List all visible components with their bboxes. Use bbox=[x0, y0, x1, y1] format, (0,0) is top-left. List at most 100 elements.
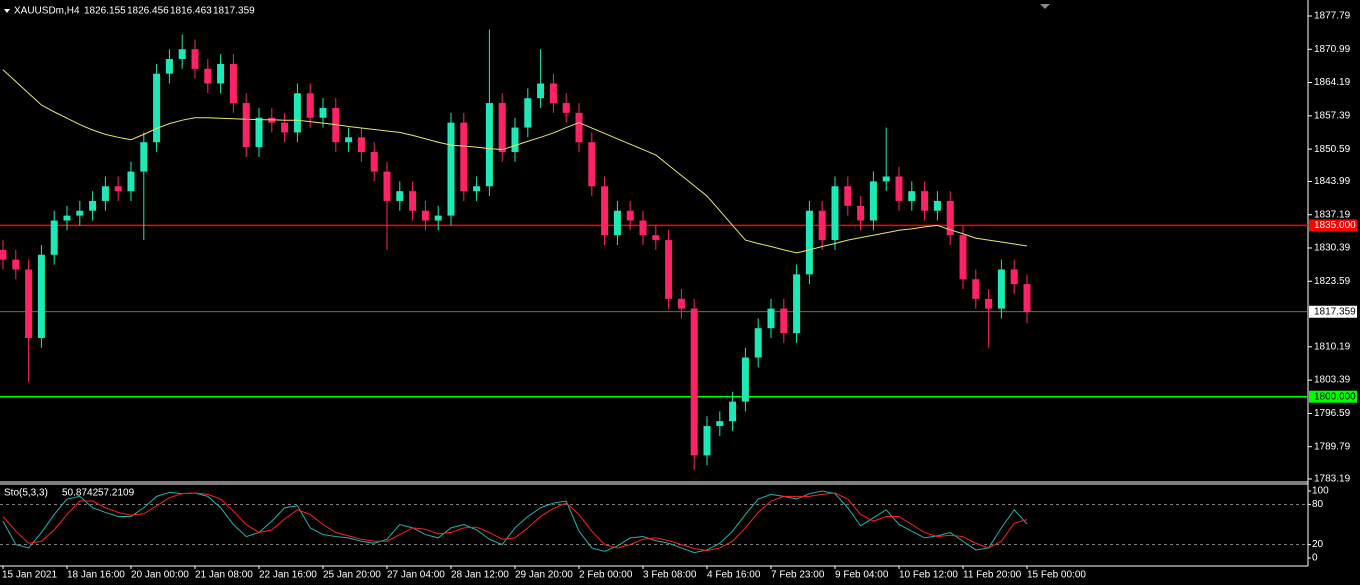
x-tick-label: 11 Feb 20:00 bbox=[963, 570, 1022, 581]
candle-body bbox=[805, 210, 813, 275]
x-tick-label: 27 Jan 04:00 bbox=[387, 570, 445, 581]
y-tick-label: 1823.59 bbox=[1314, 276, 1351, 287]
candle-body bbox=[895, 176, 903, 201]
candle-body bbox=[357, 137, 365, 153]
candle-body bbox=[153, 73, 161, 143]
y-tick-label: 1837.19 bbox=[1314, 209, 1351, 220]
candle-body bbox=[677, 298, 685, 309]
candle-body bbox=[959, 235, 967, 280]
x-tick-label: 25 Jan 20:00 bbox=[323, 570, 381, 581]
stochastic-main bbox=[2, 490, 1028, 554]
candle-body bbox=[601, 186, 609, 236]
bid-label: 1817.359 bbox=[1314, 306, 1356, 317]
candle-body bbox=[473, 186, 481, 192]
candle-body bbox=[140, 142, 148, 172]
chart-title: XAUUSDm,H4 bbox=[14, 6, 80, 17]
candle-body bbox=[844, 186, 852, 206]
candle-body bbox=[946, 200, 954, 236]
x-tick-label: 4 Feb 16:00 bbox=[707, 570, 761, 581]
y-tick-label: 1789.79 bbox=[1314, 441, 1351, 452]
candle-body bbox=[409, 191, 417, 211]
candle-body bbox=[562, 103, 570, 113]
candle-body bbox=[204, 68, 212, 84]
candle-body bbox=[498, 103, 506, 153]
x-tick-label: 29 Jan 20:00 bbox=[515, 570, 573, 581]
y-tick-label: 1810.19 bbox=[1314, 341, 1351, 352]
candle-body bbox=[396, 191, 404, 201]
candle-body bbox=[485, 103, 493, 187]
candle-body bbox=[729, 401, 737, 422]
header-value: 1826.155 bbox=[84, 6, 126, 17]
candle-body bbox=[524, 98, 532, 128]
candle-body bbox=[818, 210, 826, 241]
candle-body bbox=[101, 186, 109, 201]
candle-body bbox=[549, 83, 557, 104]
candle-body bbox=[447, 122, 455, 216]
x-tick-label: 2 Feb 00:00 bbox=[579, 570, 633, 581]
candle-body bbox=[511, 127, 519, 153]
candle-body bbox=[165, 59, 173, 74]
x-tick-label: 9 Feb 04:00 bbox=[835, 570, 889, 581]
candle-body bbox=[63, 215, 71, 221]
candle-body bbox=[217, 63, 225, 84]
candle-body bbox=[370, 152, 378, 172]
candle-body bbox=[0, 249, 7, 260]
candle-body bbox=[997, 269, 1005, 309]
y-tick-label: 1877.79 bbox=[1314, 11, 1351, 22]
indicator-title: Sto(5,3,3) bbox=[4, 488, 48, 499]
x-tick-label: 28 Jan 12:00 bbox=[451, 570, 509, 581]
candle-body bbox=[793, 274, 801, 334]
candle-body bbox=[857, 205, 865, 221]
candle-body bbox=[613, 210, 621, 236]
candle-body bbox=[50, 220, 58, 255]
candle-body bbox=[767, 308, 775, 329]
candle-body bbox=[933, 200, 941, 211]
candle-body bbox=[921, 191, 929, 211]
indicator-tick-label: 0 bbox=[1312, 553, 1318, 564]
candle-body bbox=[741, 357, 749, 402]
candle-body bbox=[383, 171, 391, 201]
y-tick-label: 1857.39 bbox=[1314, 110, 1351, 121]
indicator-tick-label: 100 bbox=[1312, 486, 1329, 497]
candle-body bbox=[869, 181, 877, 221]
candle-body bbox=[89, 200, 97, 211]
candle-body bbox=[575, 112, 583, 143]
candle-body bbox=[690, 308, 698, 456]
level-label-box bbox=[1309, 219, 1357, 232]
candle-body bbox=[255, 117, 263, 148]
candle-body bbox=[588, 142, 596, 187]
x-tick-label: 7 Feb 23:00 bbox=[771, 570, 825, 581]
candle-body bbox=[25, 269, 33, 338]
candle-body bbox=[831, 186, 839, 241]
y-tick-label: 1850.59 bbox=[1314, 144, 1351, 155]
indicator-tick-label: 80 bbox=[1312, 499, 1324, 510]
candle-body bbox=[460, 122, 468, 192]
header-value: 1817.359 bbox=[213, 6, 255, 17]
candle-body bbox=[178, 49, 186, 60]
moving-average bbox=[2, 69, 1028, 254]
level-label: 1835.000 bbox=[1314, 220, 1356, 231]
candle-body bbox=[191, 49, 199, 69]
x-tick-label: 15 Feb 00:00 bbox=[1027, 570, 1086, 581]
indicator-value: 50.8742 bbox=[62, 488, 99, 499]
candle-body bbox=[345, 137, 353, 143]
candle-body bbox=[626, 210, 634, 221]
y-tick-label: 1864.19 bbox=[1314, 77, 1351, 88]
header-value: 1816.463 bbox=[170, 6, 212, 17]
x-tick-label: 18 Jan 16:00 bbox=[67, 570, 125, 581]
x-tick-label: 22 Jan 16:00 bbox=[259, 570, 317, 581]
candle-body bbox=[882, 176, 890, 182]
candle-body bbox=[421, 210, 429, 221]
candle-body bbox=[908, 191, 916, 201]
x-tick-label: 21 Jan 08:00 bbox=[195, 570, 253, 581]
x-tick-label: 10 Feb 12:00 bbox=[899, 570, 958, 581]
menu-icon[interactable] bbox=[4, 9, 10, 13]
candle-body bbox=[1023, 284, 1031, 312]
bid-label-box bbox=[1309, 305, 1357, 318]
candle-body bbox=[12, 259, 20, 270]
candle-body bbox=[985, 298, 993, 309]
y-tick-label: 1830.39 bbox=[1314, 243, 1351, 254]
header-value: 1826.456 bbox=[127, 6, 169, 17]
